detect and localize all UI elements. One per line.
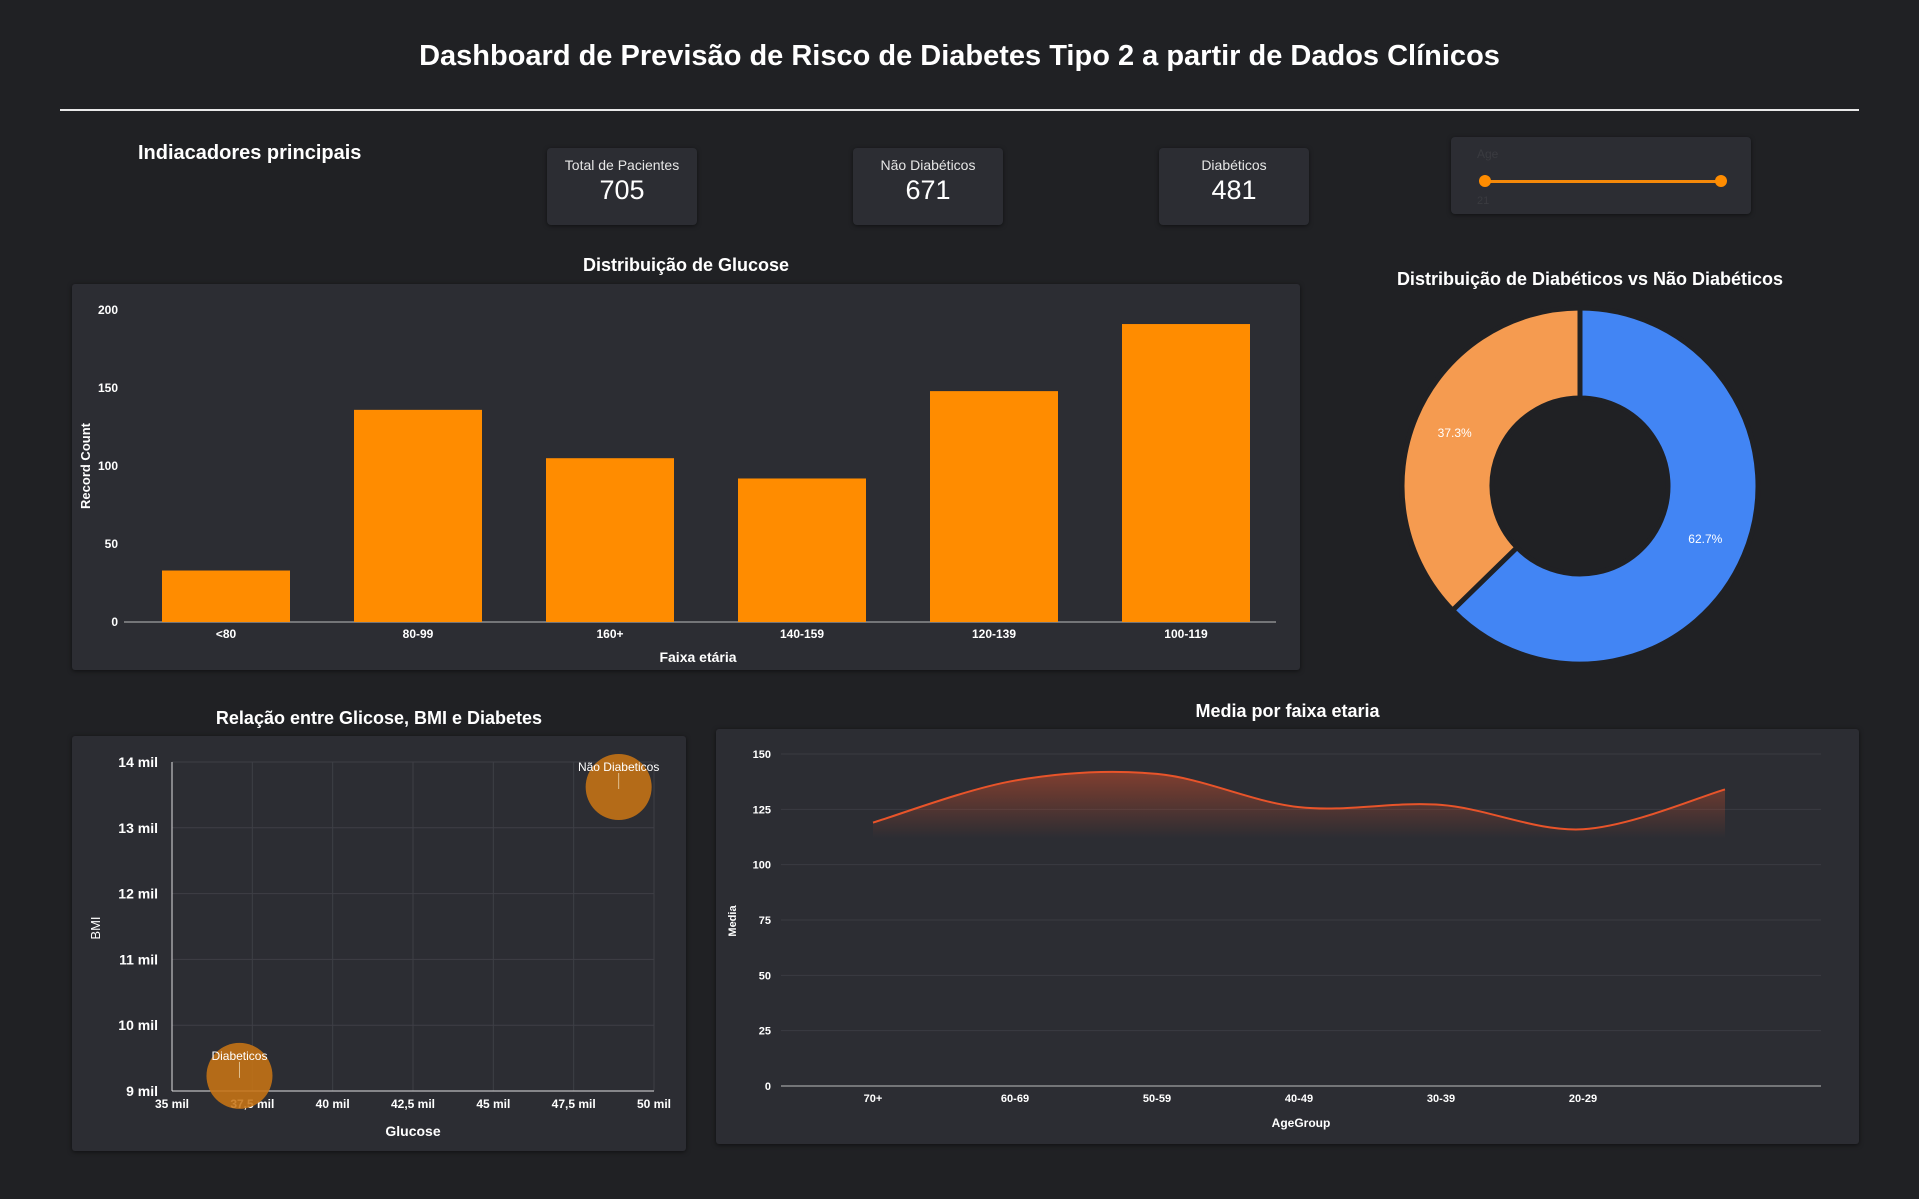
glucose-x-tick: 120-139 [972, 627, 1016, 641]
glucose-chart-panel: 0 50 100 150 200 <80 80-99 160+ 140-159 120-139 1… [72, 284, 1300, 670]
glucose-x-tick: 100-119 [1164, 627, 1208, 641]
bubble-y-tick: 14 mil [118, 754, 158, 770]
kpi-diabeticos: Diabéticos 481 [1159, 148, 1309, 225]
bubble-y-tick: 9 mil [126, 1083, 158, 1099]
kpi-total-value: 705 [599, 175, 645, 205]
kpi-nao-diabeticos-value: 671 [905, 175, 951, 205]
media-y-tick: 100 [753, 860, 771, 872]
media-line [872, 770, 1726, 831]
kpi-diabeticos-label: Diabéticos [1201, 157, 1267, 173]
glucose-x-tick: 80-99 [403, 627, 434, 641]
glucose-y-tick: 200 [98, 303, 118, 317]
area-chart-panel: 0 25 50 75 100 125 150 70+ 60-69 50-59 40-49 30-39… [716, 729, 1859, 1144]
glucose-x-label: Faixa etária [659, 649, 736, 665]
kpi-total-label: Total de Pacientes [564, 157, 680, 173]
bubble-y-tick: 11 mil [119, 951, 158, 967]
kpi-heading: Indiacadores principais [138, 142, 362, 164]
glucose-y-tick: 50 [105, 537, 119, 551]
glucose-bar[interactable] [162, 570, 290, 622]
media-x-tick: 70+ [864, 1093, 883, 1105]
page-title: Dashboard de Previsão de Risco de Diabet… [419, 40, 1500, 72]
bubble-x-tick: 40 mil [316, 1097, 350, 1111]
media-area-chart: 0 25 50 75 100 125 150 70+ 60-69 50-59 40-49 30-39… [727, 749, 1821, 1130]
glucose-x-tick: 140-159 [780, 627, 824, 641]
title-divider [60, 109, 1859, 111]
glucose-bar[interactable] [738, 478, 866, 622]
glucose-bar[interactable] [930, 391, 1058, 622]
bubble-point-label: Não Diabeticos [578, 760, 659, 774]
glucose-y-label: Record Count [78, 422, 93, 509]
glucose-bar-chart: 0 50 100 150 200 <80 80-99 160+ 140-159 120-139 1… [78, 303, 1276, 665]
media-y-tick: 125 [753, 804, 771, 816]
donut-slice-label: 37.3% [1438, 426, 1472, 440]
media-x-label: AgeGroup [1272, 1116, 1331, 1130]
glucose-bar[interactable] [546, 458, 674, 622]
age-range-slider: Age 21 [1451, 137, 1751, 214]
bubble-x-label: Glucose [385, 1123, 440, 1139]
kpi-diabeticos-value: 481 [1211, 175, 1257, 205]
glucose-x-tick: <80 [216, 627, 237, 641]
media-x-tick: 40-49 [1285, 1093, 1313, 1105]
glucose-bmi-bubble-chart: 9 mil 10 mil 11 mil 12 mil 13 mil 14 mil 35 m… [88, 754, 671, 1139]
kpi-nao-diabeticos: Não Diabéticos 671 [853, 148, 1003, 225]
slider-handle-min[interactable] [1479, 175, 1491, 187]
media-y-tick: 50 [759, 970, 771, 982]
area-chart-title: Media por faixa etaria [1195, 701, 1380, 721]
media-y-tick: 75 [759, 915, 771, 927]
diabetes-donut-chart: 62.7% 37.3% [1399, 305, 1761, 667]
bubble-y-tick: 12 mil [118, 886, 158, 902]
media-area-fill [873, 771, 1725, 839]
kpi-nao-diabeticos-label: Não Diabéticos [880, 157, 976, 173]
media-x-tick: 20-29 [1569, 1093, 1597, 1105]
slider-track[interactable] [1485, 180, 1721, 183]
bubble-x-tick: 42,5 mil [391, 1097, 435, 1111]
kpi-total-pacientes: Total de Pacientes 705 [547, 148, 697, 225]
glucose-y-tick: 100 [98, 459, 118, 473]
media-y-tick: 150 [753, 749, 771, 761]
glucose-y-tick: 0 [111, 615, 118, 629]
bubble-x-tick: 50 mil [637, 1097, 671, 1111]
bubble-chart-panel: 9 mil 10 mil 11 mil 12 mil 13 mil 14 mil 35 m… [72, 736, 686, 1151]
media-y-tick: 0 [765, 1081, 771, 1093]
donut-slice[interactable] [1399, 305, 1583, 614]
media-x-tick: 50-59 [1143, 1093, 1171, 1105]
media-y-label: Media [727, 905, 739, 937]
slider-value: 21 [1477, 195, 1490, 207]
bubble-x-tick: 47,5 mil [552, 1097, 596, 1111]
bubble-chart-title: Relação entre Glicose, BMI e Diabetes [215, 708, 543, 728]
bubble-y-tick: 10 mil [118, 1017, 158, 1033]
media-x-tick: 30-39 [1427, 1093, 1455, 1105]
slider-handle-max[interactable] [1715, 175, 1727, 187]
donut-chart-title: Distribuição de Diabéticos vs Não Diabét… [1396, 269, 1784, 289]
donut-slice[interactable] [1449, 305, 1761, 667]
bubble-point-label: Diabeticos [211, 1049, 267, 1063]
glucose-bar[interactable] [1122, 324, 1250, 622]
bubble-x-tick: 35 mil [155, 1097, 189, 1111]
glucose-x-tick: 160+ [596, 627, 623, 641]
media-y-tick: 25 [759, 1026, 771, 1038]
glucose-chart-title: Distribuição de Glucose [582, 255, 790, 275]
bubble-y-label: BMI [88, 916, 103, 939]
media-x-tick: 60-69 [1001, 1093, 1029, 1105]
glucose-y-tick: 150 [98, 381, 118, 395]
glucose-bar[interactable] [354, 409, 482, 622]
slider-label: Age [1477, 147, 1499, 161]
bubble-x-tick: 45 mil [476, 1097, 510, 1111]
bubble-y-tick: 13 mil [118, 820, 158, 836]
donut-slice-label: 62.7% [1688, 532, 1722, 546]
